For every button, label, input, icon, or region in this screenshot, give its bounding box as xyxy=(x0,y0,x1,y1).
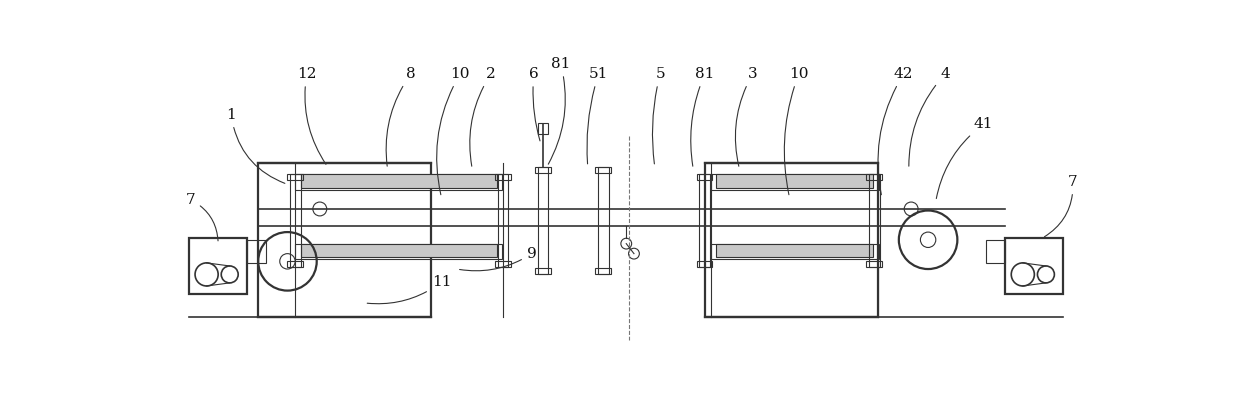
Text: 2: 2 xyxy=(470,67,496,166)
Text: 7: 7 xyxy=(186,193,218,241)
Bar xyxy=(867,174,882,180)
Bar xyxy=(867,260,882,267)
Bar xyxy=(258,163,432,317)
Bar xyxy=(290,174,300,267)
Bar xyxy=(717,174,873,188)
Bar xyxy=(697,260,713,267)
Text: 12: 12 xyxy=(296,67,326,164)
Text: 81: 81 xyxy=(548,57,570,164)
Text: 10: 10 xyxy=(436,67,470,195)
Text: 81: 81 xyxy=(691,67,714,166)
Bar xyxy=(536,167,551,173)
Text: 6: 6 xyxy=(529,67,539,141)
Bar xyxy=(188,238,247,294)
Bar xyxy=(497,174,508,267)
Bar xyxy=(711,243,879,259)
Text: 41: 41 xyxy=(936,117,993,199)
Text: 42: 42 xyxy=(878,67,913,195)
Bar xyxy=(595,268,611,275)
Bar xyxy=(538,167,548,275)
Text: 11: 11 xyxy=(367,275,451,304)
Text: 7: 7 xyxy=(1044,175,1078,237)
Text: 5: 5 xyxy=(652,67,665,164)
Bar xyxy=(300,243,497,258)
Bar xyxy=(1006,238,1063,294)
Bar xyxy=(869,174,879,267)
Bar xyxy=(495,174,511,180)
Bar xyxy=(288,174,303,180)
Text: 1: 1 xyxy=(227,108,285,183)
Text: 51: 51 xyxy=(587,67,609,164)
Bar xyxy=(538,123,548,134)
Bar xyxy=(295,174,501,190)
Bar xyxy=(986,240,1006,263)
Text: 9: 9 xyxy=(460,247,537,271)
Bar xyxy=(699,174,711,267)
Bar xyxy=(536,268,551,275)
Bar xyxy=(247,240,265,263)
Text: 4: 4 xyxy=(909,67,950,166)
Bar xyxy=(288,260,303,267)
Bar xyxy=(295,243,501,259)
Text: 3: 3 xyxy=(735,67,758,166)
Bar xyxy=(495,260,511,267)
Bar xyxy=(704,163,878,317)
Text: 8: 8 xyxy=(386,67,415,166)
Bar xyxy=(711,174,879,190)
Text: 10: 10 xyxy=(785,67,808,195)
Bar xyxy=(598,167,609,275)
Bar xyxy=(717,243,873,258)
Bar xyxy=(300,174,497,188)
Bar xyxy=(697,174,713,180)
Bar xyxy=(595,167,611,173)
